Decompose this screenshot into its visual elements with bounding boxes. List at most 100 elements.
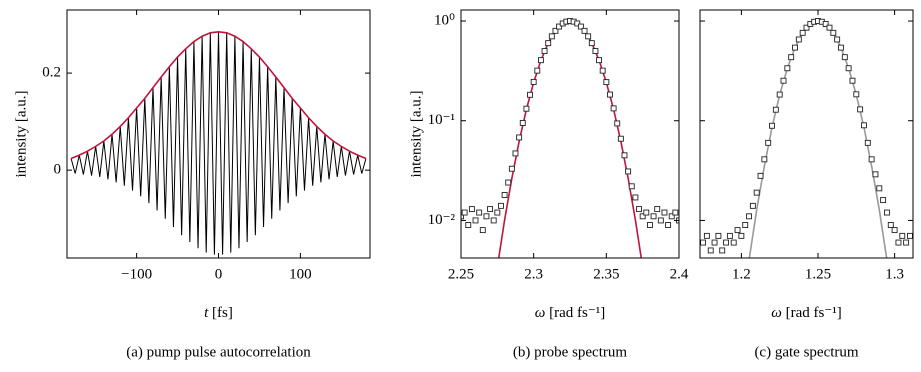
x-axis-symbol: ω	[535, 305, 546, 321]
data-point	[461, 209, 468, 216]
data-point	[505, 179, 512, 186]
axes-frame	[699, 9, 914, 259]
data-point	[650, 213, 657, 220]
data-point	[556, 23, 563, 30]
data-point	[788, 54, 795, 61]
data-point	[880, 197, 887, 204]
data-point	[548, 33, 555, 40]
plot-area	[70, 31, 367, 255]
x-axis-unit: [rad fs⁻¹]	[786, 305, 842, 321]
data-point	[876, 185, 883, 192]
data-point	[516, 134, 523, 141]
data-point	[483, 213, 490, 220]
data-point	[872, 171, 879, 178]
data-point	[585, 33, 592, 40]
data-point	[534, 67, 541, 74]
data-point	[465, 222, 472, 228]
data-point	[621, 152, 628, 159]
data-point	[498, 202, 504, 209]
x-axis-label: t [fs]	[204, 305, 233, 321]
x-axis-label: ω [rad fs⁻¹]	[771, 305, 841, 321]
x-tick-label: 1.2	[732, 266, 751, 282]
data-point	[792, 44, 798, 51]
y-tick-label: 10⁻²	[428, 212, 456, 228]
data-line	[497, 20, 643, 258]
data-point	[614, 120, 621, 127]
data-point	[596, 57, 603, 64]
x-axis-label: ω [rad fs⁻¹]	[535, 305, 605, 321]
y-tick-label: 0.2	[42, 65, 61, 81]
data-point	[646, 222, 653, 228]
data-point	[703, 232, 710, 239]
data-point	[868, 156, 875, 163]
x-tick-label: 100	[289, 266, 312, 282]
data-point	[853, 91, 860, 98]
data-point	[577, 23, 584, 30]
data-point	[899, 232, 906, 239]
data-point	[795, 36, 802, 43]
data-line	[70, 31, 367, 255]
data-point	[769, 122, 775, 129]
data-point	[468, 206, 475, 213]
data-point	[581, 27, 588, 34]
data-point	[883, 209, 890, 216]
data-point	[574, 20, 581, 27]
data-point	[461, 213, 464, 220]
data-point	[530, 78, 537, 85]
data-point	[834, 36, 841, 43]
data-point	[841, 54, 848, 61]
data-point	[803, 24, 810, 31]
data-point	[599, 67, 606, 74]
data-point	[636, 206, 642, 213]
data-point	[527, 91, 533, 98]
data-point	[765, 139, 772, 146]
data-point	[472, 217, 479, 224]
data-point	[603, 79, 610, 86]
data-point	[476, 209, 483, 216]
x-axis-symbol: ω	[771, 305, 782, 321]
data-point	[654, 206, 661, 213]
data-point	[746, 213, 752, 220]
data-point	[508, 165, 515, 172]
x-tick-label: 2.25	[448, 266, 474, 282]
data-point	[719, 247, 726, 254]
data-point	[780, 77, 787, 84]
data-point	[487, 206, 494, 213]
data-point	[661, 209, 668, 216]
data-point	[845, 65, 852, 72]
plot-area	[461, 18, 679, 258]
data-point	[519, 120, 526, 126]
x-tick-label: 2.3	[524, 266, 543, 282]
data-point	[541, 48, 548, 54]
data-point	[610, 105, 617, 112]
data-line	[70, 31, 367, 160]
x-tick-label: 2.35	[593, 266, 619, 282]
data-point	[588, 40, 595, 47]
data-point	[772, 106, 779, 113]
y-axis-label: intensity [a.u.]	[13, 90, 29, 177]
data-point	[826, 24, 833, 31]
data-point	[625, 168, 632, 175]
y-tick-label: 10⁻¹	[428, 112, 455, 128]
data-point	[537, 57, 544, 64]
data-point	[726, 232, 733, 239]
caption: (b) probe spectrum	[513, 344, 627, 360]
data-point	[861, 122, 867, 129]
panel: 0 0.2 −100 0 100 t [fs] intensity [a.u.] (a) pu…	[13, 9, 371, 360]
x-tick-label: −100	[121, 266, 152, 282]
data-point	[617, 135, 624, 142]
x-tick-label: 2.4	[670, 266, 689, 282]
data-point	[849, 77, 856, 84]
data-point	[668, 213, 675, 220]
y-tick-label: 0	[54, 162, 62, 178]
data-point	[799, 29, 806, 36]
data-point	[830, 29, 837, 36]
data-point	[545, 40, 552, 47]
data-point	[742, 222, 749, 228]
data-point	[707, 247, 714, 254]
plot-area	[700, 18, 913, 258]
data-point	[632, 194, 639, 201]
data-point	[715, 232, 722, 239]
data-point	[672, 209, 679, 216]
